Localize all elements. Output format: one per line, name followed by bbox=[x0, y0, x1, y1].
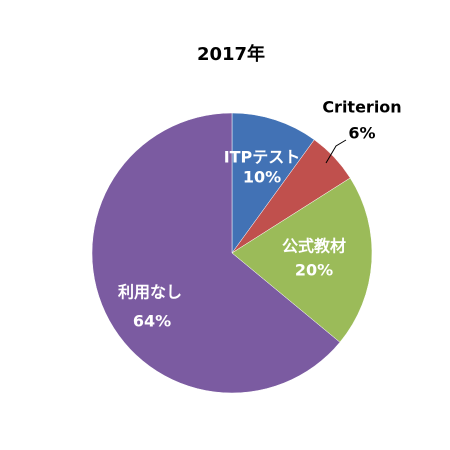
leader-line bbox=[325, 139, 347, 164]
pie-slice bbox=[231, 112, 315, 254]
slice-label: ITPテスト bbox=[224, 148, 301, 167]
slice-label: 利用なし bbox=[118, 283, 182, 302]
pie-slice bbox=[91, 112, 341, 394]
value-label: 10% bbox=[243, 168, 281, 187]
pie-slice bbox=[231, 177, 373, 343]
value-label: 20% bbox=[295, 261, 333, 280]
value-label: 64% bbox=[133, 312, 171, 331]
chart-title: 2017年 bbox=[197, 43, 265, 65]
slice-label: Criterion bbox=[322, 98, 401, 117]
value-label: 6% bbox=[348, 124, 375, 143]
slice-label: 公式教材 bbox=[282, 237, 346, 256]
